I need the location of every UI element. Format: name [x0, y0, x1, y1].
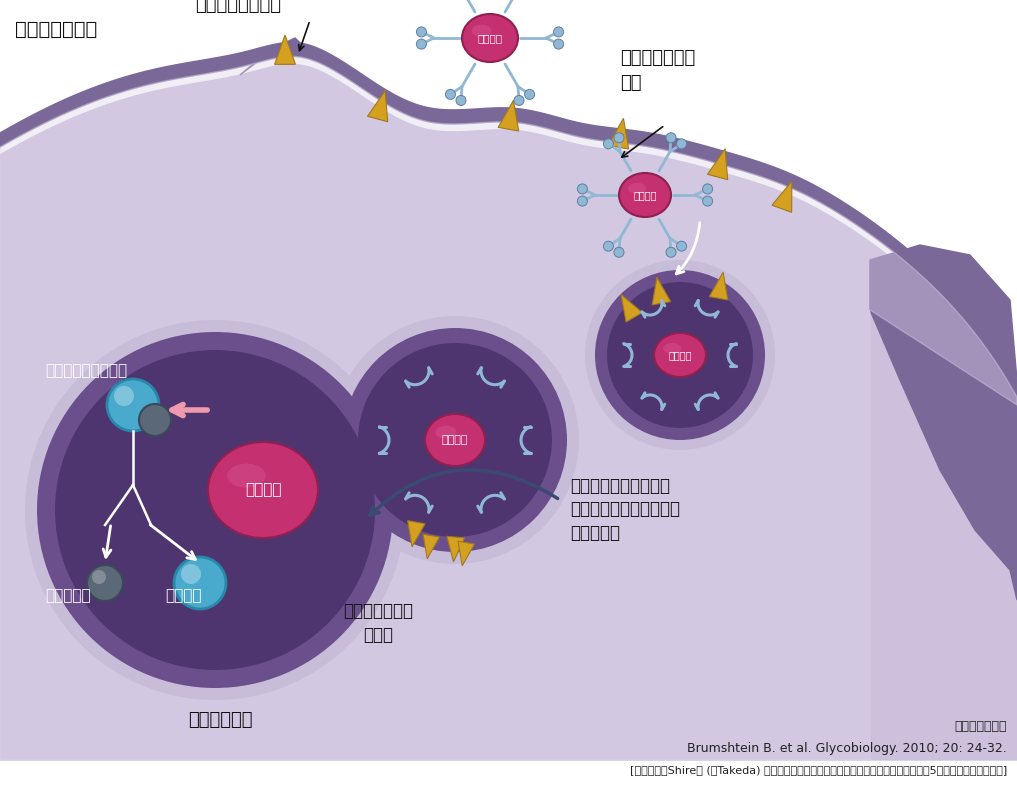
Circle shape — [607, 282, 753, 428]
Circle shape — [358, 343, 552, 537]
Ellipse shape — [208, 442, 318, 538]
Polygon shape — [367, 91, 387, 121]
Polygon shape — [608, 118, 629, 149]
Circle shape — [578, 184, 588, 194]
Circle shape — [416, 27, 426, 37]
Circle shape — [114, 386, 134, 406]
Text: Brumshtein B. et al. Glycobiology. 2010; 20: 24-32.: Brumshtein B. et al. Glycobiology. 2010;… — [687, 742, 1007, 755]
Circle shape — [603, 139, 613, 149]
Circle shape — [525, 89, 535, 100]
Polygon shape — [0, 57, 1017, 760]
Circle shape — [553, 39, 563, 49]
Polygon shape — [621, 294, 643, 322]
Circle shape — [614, 248, 624, 257]
Polygon shape — [275, 35, 296, 65]
Circle shape — [703, 184, 713, 194]
Circle shape — [174, 557, 226, 609]
Polygon shape — [240, 38, 310, 75]
Circle shape — [92, 570, 106, 584]
Polygon shape — [498, 100, 519, 131]
Text: マンノース受容体: マンノース受容体 — [195, 0, 281, 14]
Circle shape — [87, 565, 123, 601]
Ellipse shape — [425, 414, 485, 466]
Polygon shape — [772, 181, 792, 212]
Circle shape — [603, 241, 613, 251]
Circle shape — [666, 248, 676, 257]
Circle shape — [514, 95, 524, 105]
Text: セラミド: セラミド — [165, 588, 201, 603]
Circle shape — [553, 27, 563, 37]
Ellipse shape — [435, 426, 457, 438]
Text: ライソゾームへ
　輸送: ライソゾームへ 輸送 — [343, 603, 413, 644]
Circle shape — [331, 316, 579, 564]
Circle shape — [676, 241, 686, 251]
Circle shape — [37, 332, 393, 688]
Ellipse shape — [619, 173, 671, 217]
Text: グルコセレブロシド: グルコセレブロシド — [45, 363, 127, 378]
Circle shape — [139, 404, 171, 436]
Text: ビプリブ: ビプリブ — [245, 482, 282, 498]
Text: ライソゾーム: ライソゾーム — [188, 711, 252, 729]
Ellipse shape — [472, 25, 491, 36]
Circle shape — [445, 89, 456, 100]
Circle shape — [107, 379, 159, 431]
Text: マクロファージ: マクロファージ — [15, 20, 98, 39]
Circle shape — [666, 133, 676, 142]
Text: 高マンノース型
糖鎖: 高マンノース型 糖鎖 — [620, 49, 696, 92]
Ellipse shape — [663, 343, 681, 354]
Text: ビプリブ: ビプリブ — [668, 350, 692, 360]
Polygon shape — [0, 65, 1017, 760]
Text: ビプリブ: ビプリブ — [634, 190, 657, 200]
Ellipse shape — [462, 14, 518, 62]
Text: グルコース: グルコース — [45, 588, 91, 603]
Circle shape — [55, 350, 375, 670]
Polygon shape — [423, 534, 439, 559]
Circle shape — [578, 196, 588, 206]
Circle shape — [343, 328, 567, 552]
Text: エンドサイトーシスに
よりマクロファージ内に
取込まれる: エンドサイトーシスに よりマクロファージ内に 取込まれる — [570, 477, 680, 542]
Circle shape — [456, 95, 466, 105]
Ellipse shape — [629, 183, 646, 194]
Circle shape — [703, 196, 713, 206]
Polygon shape — [408, 521, 425, 547]
Circle shape — [181, 564, 201, 584]
Polygon shape — [709, 273, 728, 300]
Polygon shape — [708, 149, 728, 180]
Polygon shape — [652, 277, 670, 305]
Circle shape — [676, 139, 686, 149]
Polygon shape — [458, 541, 475, 565]
Text: 承認時評価資料: 承認時評価資料 — [955, 720, 1007, 733]
Circle shape — [25, 320, 405, 700]
Ellipse shape — [227, 464, 265, 488]
Text: [本試験は、Shire社 (現Takeda) の資金提供により実施されました。本論文の著者のうち5名は同社の社員です。]: [本試験は、Shire社 (現Takeda) の資金提供により実施されました。本… — [630, 765, 1007, 775]
Circle shape — [595, 270, 765, 440]
Circle shape — [585, 260, 775, 450]
Ellipse shape — [654, 333, 706, 377]
Circle shape — [614, 133, 624, 142]
Text: ビプリブ: ビプリブ — [441, 435, 468, 445]
Polygon shape — [0, 42, 1017, 397]
Circle shape — [416, 39, 426, 49]
Polygon shape — [446, 536, 465, 562]
Polygon shape — [870, 245, 1017, 600]
Text: ビプリブ: ビプリブ — [478, 33, 502, 43]
